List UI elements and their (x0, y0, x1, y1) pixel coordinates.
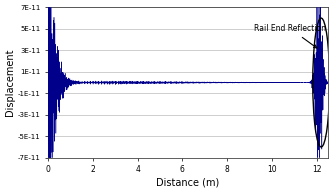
Text: Rail End Reflection: Rail End Reflection (254, 24, 326, 48)
X-axis label: Distance (m): Distance (m) (156, 177, 220, 187)
Y-axis label: Displacement: Displacement (5, 49, 15, 116)
